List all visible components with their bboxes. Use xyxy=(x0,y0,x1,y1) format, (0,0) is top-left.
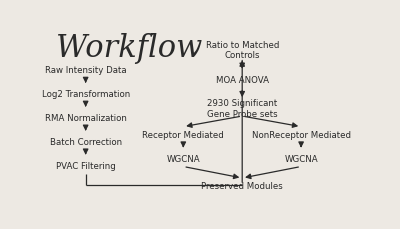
Text: RMA Normalization: RMA Normalization xyxy=(45,114,126,123)
Text: MOA ANOVA: MOA ANOVA xyxy=(216,76,269,85)
Text: Preserved Modules: Preserved Modules xyxy=(201,182,283,191)
Text: 2930 Significant
Gene Probe sets: 2930 Significant Gene Probe sets xyxy=(207,99,278,118)
Text: NonReceptor Mediated: NonReceptor Mediated xyxy=(252,131,350,139)
Text: Receptor Mediated: Receptor Mediated xyxy=(142,131,224,139)
Text: Log2 Transformation: Log2 Transformation xyxy=(42,90,130,99)
Text: Workflow: Workflow xyxy=(56,33,202,64)
Text: Raw Intensity Data: Raw Intensity Data xyxy=(45,66,126,75)
Text: Batch Correction: Batch Correction xyxy=(50,138,122,147)
Text: WGCNA: WGCNA xyxy=(166,154,200,163)
Text: PVAC Filtering: PVAC Filtering xyxy=(56,161,116,170)
Text: Ratio to Matched
Controls: Ratio to Matched Controls xyxy=(206,41,279,60)
Text: WGCNA: WGCNA xyxy=(284,154,318,163)
